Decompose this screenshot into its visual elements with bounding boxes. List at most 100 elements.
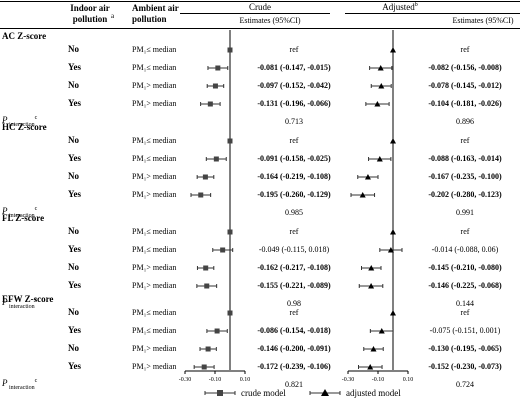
adjusted-marker-triangle <box>367 364 374 370</box>
crude-estimate-cell: -0.164 (-0.219, -0.108) <box>257 172 331 181</box>
adjusted-estimate-cell: -0.167 (-0.235, -0.100) <box>428 172 502 181</box>
adjusted-estimate-cell: ref <box>460 227 470 236</box>
adjusted-marker-triangle <box>378 83 385 89</box>
adjusted-estimate-cell: -0.145 (-0.210, -0.080) <box>428 263 502 272</box>
adjusted-marker-triangle <box>368 265 375 271</box>
adjusted-estimates-label: Estimates (95%CI) <box>452 16 514 25</box>
adjusted-point <box>357 174 379 180</box>
crude-marker-square <box>203 265 209 271</box>
legend-crude-label: crude model <box>241 388 286 398</box>
header-adjusted: Adjustedb <box>345 2 455 12</box>
section-title: HC Z-score <box>2 122 47 132</box>
crude-estimate-cell: -0.049 (-0.115, 0.018) <box>258 245 330 254</box>
crude-marker-square <box>202 174 208 180</box>
adjusted-estimate-cell: -0.152 (-0.230, -0.073) <box>428 362 502 371</box>
crude-point <box>206 83 225 89</box>
header-adjusted-sup: b <box>414 2 418 8</box>
crude-tick-label: -0.10 <box>209 377 222 383</box>
ambient-cell: PM₁≤ median <box>132 45 177 54</box>
ambient-cell: PM₁> median <box>132 99 177 108</box>
indoor-cell: Yes <box>68 62 81 72</box>
crude-estimate-cell: ref <box>289 136 299 145</box>
ambient-cell: PM₁> median <box>132 362 177 371</box>
p-interaction-label: P interactionc <box>2 378 37 391</box>
header-indoor-sup: a <box>111 12 115 20</box>
crude-point <box>199 346 217 352</box>
ambient-cell: PM₁≤ median <box>132 326 177 335</box>
indoor-cell: No <box>68 343 79 353</box>
crude-point <box>207 65 229 71</box>
crude-estimate-cell: -0.155 (-0.221, -0.089) <box>257 281 331 290</box>
crude-point <box>196 265 215 271</box>
crude-point <box>196 283 218 289</box>
crude-marker-square <box>227 310 233 316</box>
adjusted-estimate-cell: -0.130 (-0.195, -0.065) <box>428 344 502 353</box>
p-crude-value: 0.98 <box>287 299 301 308</box>
ambient-cell: PM₁≤ median <box>132 63 177 72</box>
indoor-cell: No <box>68 307 79 317</box>
adjusted-point <box>390 310 396 316</box>
crude-tick-label: -0.30 <box>179 377 192 383</box>
adjusted-estimate-cell: -0.075 (-0.151, 0.001) <box>429 326 501 335</box>
indoor-cell: No <box>68 135 79 145</box>
ambient-cell: PM₁> median <box>132 263 177 272</box>
adjusted-point <box>369 328 394 334</box>
table-top-rule <box>0 1 520 2</box>
adjusted-estimate-cell: -0.202 (-0.280, -0.123) <box>428 190 502 199</box>
header-bottom-rule <box>0 28 520 29</box>
crude-estimate-cell: -0.172 (-0.239, -0.106) <box>257 362 331 371</box>
adjusted-marker-triangle <box>390 47 396 53</box>
ambient-cell: PM₁≤ median <box>132 245 177 254</box>
adjusted-estimate-cell: ref <box>460 45 470 54</box>
crude-estimates-label: Estimates (95%CI) <box>239 16 301 25</box>
ambient-cell: PM₁> median <box>132 81 177 90</box>
indoor-cell: No <box>68 262 79 272</box>
crude-point <box>200 101 221 107</box>
crude-point <box>205 156 227 162</box>
indoor-cell: No <box>68 44 79 54</box>
adjusted-tick-label: 0.10 <box>403 377 414 383</box>
crude-estimate-cell: -0.086 (-0.154, -0.018) <box>257 326 331 335</box>
adjusted-marker-triangle <box>368 283 375 289</box>
crude-estimate-cell: -0.091 (-0.158, -0.025) <box>257 154 331 163</box>
p-interaction-label: P interactionc <box>2 115 37 128</box>
p-sub: interaction <box>7 303 35 310</box>
adjusted-point <box>350 192 376 198</box>
p-adjusted-value: 0.144 <box>456 299 474 308</box>
header-indoor: Indoor air pollution <box>60 3 120 25</box>
crude-marker-square <box>205 346 211 352</box>
crude-point <box>227 138 233 144</box>
p-crude-value: 0.821 <box>285 380 303 389</box>
adjusted-estimate-cell: ref <box>460 308 470 317</box>
crude-marker-square <box>220 247 226 253</box>
indoor-cell: Yes <box>68 153 81 163</box>
adjusted-estimate-cell: -0.014 (-0.088, 0.06) <box>431 245 499 254</box>
crude-marker-square <box>215 65 221 71</box>
adjusted-point <box>365 101 390 107</box>
adjusted-marker-triangle <box>390 229 396 235</box>
crude-point <box>227 310 233 316</box>
adjusted-point <box>363 346 384 352</box>
crude-marker-square <box>227 138 233 144</box>
ambient-cell: PM₁> median <box>132 172 177 181</box>
ambient-cell: PM₁≤ median <box>132 154 177 163</box>
header-ambient-label: Ambient air pollution <box>132 3 179 24</box>
p-sub: interaction <box>7 121 35 128</box>
adjusted-marker-triangle <box>359 192 366 198</box>
indoor-cell: Yes <box>68 244 81 254</box>
crude-estimate-cell: -0.195 (-0.260, -0.129) <box>257 190 331 199</box>
p-label: P <box>2 115 8 125</box>
p-adjusted-value: 0.991 <box>456 208 474 217</box>
legend-adjusted-label: adjusted model <box>346 388 401 398</box>
adjusted-marker-triangle <box>377 65 384 71</box>
adjusted-point <box>369 65 393 71</box>
crude-header-rule <box>180 13 330 14</box>
header-ambient: Ambient air pollution <box>132 3 192 25</box>
adjusted-point <box>358 283 384 289</box>
adjusted-point <box>390 138 396 144</box>
indoor-cell: No <box>68 171 79 181</box>
crude-point <box>227 47 233 53</box>
adjusted-marker-triangle <box>364 174 371 180</box>
crude-marker-square <box>198 192 204 198</box>
